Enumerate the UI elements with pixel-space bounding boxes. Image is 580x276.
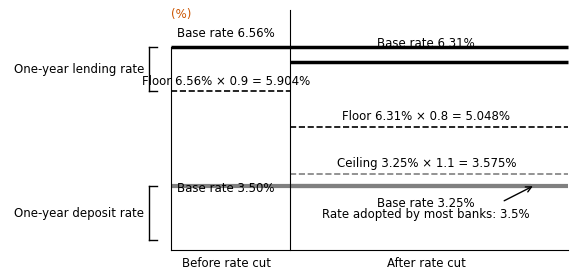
Text: Ceiling 3.25% × 1.1 = 3.575%: Ceiling 3.25% × 1.1 = 3.575% <box>336 157 516 170</box>
Text: Rate adopted by most banks: 3.5%: Rate adopted by most banks: 3.5% <box>322 208 530 221</box>
Text: One-year lending rate: One-year lending rate <box>14 62 144 76</box>
Text: Base rate 3.50%: Base rate 3.50% <box>177 182 275 195</box>
Text: Base rate 3.25%: Base rate 3.25% <box>378 197 475 210</box>
Text: (%): (%) <box>171 8 191 21</box>
Text: Base rate 6.56%: Base rate 6.56% <box>177 27 275 40</box>
Text: Floor 6.31% × 0.8 = 5.048%: Floor 6.31% × 0.8 = 5.048% <box>342 110 510 123</box>
Text: After rate cut: After rate cut <box>387 257 466 270</box>
Text: Base rate 6.31%: Base rate 6.31% <box>378 37 475 50</box>
Text: Floor 6.56% × 0.9 = 5.904%: Floor 6.56% × 0.9 = 5.904% <box>142 75 310 88</box>
Text: Before rate cut: Before rate cut <box>182 257 271 270</box>
Text: One-year deposit rate: One-year deposit rate <box>14 206 144 220</box>
